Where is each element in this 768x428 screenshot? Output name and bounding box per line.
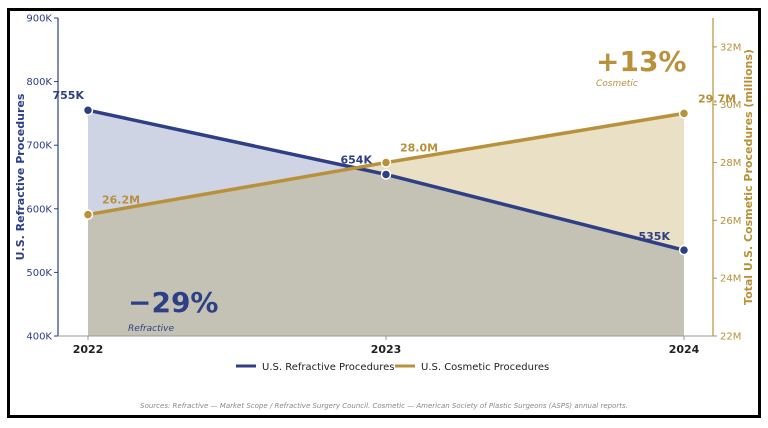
legend-label-refractive: U.S. Refractive Procedures (262, 362, 395, 373)
data-label-refractive: 535K (639, 230, 671, 243)
data-point-cosmetic (380, 157, 392, 168)
cosmetic-caption: Cosmetic (596, 79, 638, 89)
data-marks: 755K 654K 535K 26.2M 28.0M 29.7M (53, 89, 736, 256)
source-note: Sources: Refractive — Market Scope / Ref… (140, 402, 628, 410)
legend-label-cosmetic: U.S. Cosmetic Procedures (421, 362, 549, 373)
area-fill-overlap (88, 167, 684, 336)
x-tick-label: 2024 (669, 343, 700, 356)
right-tick-label: 24M (720, 274, 741, 285)
refractive-caption: Refractive (128, 324, 174, 334)
area-fills (88, 110, 684, 337)
x-tick-label: 2023 (371, 343, 402, 356)
left-tick-label: 500K (26, 268, 52, 279)
right-tick-label: 28M (720, 158, 741, 169)
right-tick-label: 22M (720, 332, 741, 343)
left-axis-title: U.S. Refractive Procedures (14, 93, 27, 260)
data-label-refractive: 654K (341, 153, 373, 166)
right-axis-title: Total U.S. Cosmetic Procedures (millions… (742, 49, 755, 305)
data-label-cosmetic: 26.2M (102, 194, 140, 207)
legend: U.S. Refractive Procedures U.S. Cosmetic… (236, 362, 549, 373)
left-tick-label: 400K (26, 332, 52, 343)
data-label-refractive: 755K (53, 89, 85, 102)
left-tick-label: 700K (26, 141, 52, 152)
refractive-change-annotation: −29% (128, 286, 218, 319)
data-point-refractive (380, 169, 392, 180)
right-tick-label: 32M (720, 42, 741, 53)
left-tick-label: 600K (26, 204, 52, 215)
data-label-cosmetic: 28.0M (400, 142, 438, 155)
data-point-refractive (678, 244, 690, 256)
cosmetic-change-annotation: +13% (596, 45, 686, 78)
left-tick-label: 800K (26, 77, 52, 88)
data-point-cosmetic (678, 108, 690, 119)
data-point-refractive (82, 104, 94, 116)
axes: 400K 500K 600K 700K 800K 900K 22M 24M 26M 28M 30M 3… (26, 14, 741, 357)
left-tick-label: 900K (26, 14, 52, 25)
x-tick-label: 2022 (73, 343, 104, 356)
right-tick-label: 30M (720, 100, 741, 111)
right-tick-label: 26M (720, 216, 741, 227)
data-label-cosmetic: 29.7M (698, 92, 736, 105)
data-point-cosmetic (82, 209, 94, 220)
